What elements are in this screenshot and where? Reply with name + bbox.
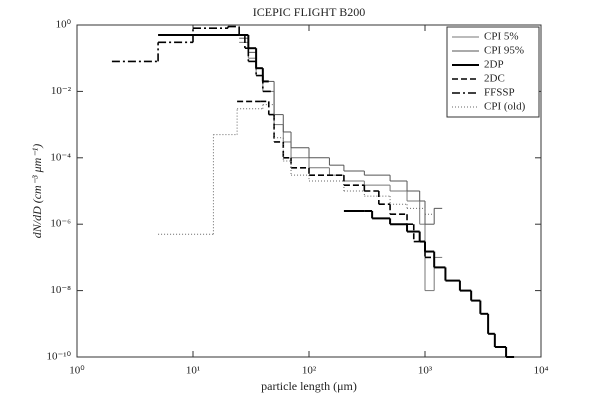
y-tick-label: 10⁰ xyxy=(56,19,72,31)
legend-label: CPI 95% xyxy=(484,45,524,57)
y-axis-label: dN/dD (cm⁻³ μm⁻¹) xyxy=(30,144,44,239)
legend-label: CPI 5% xyxy=(484,31,519,43)
legend-label: CPI (old) xyxy=(484,101,526,113)
x-tick-label: 10² xyxy=(302,365,317,377)
x-tick-label: 10³ xyxy=(418,365,433,377)
x-axis-label: particle length (μm) xyxy=(261,379,357,393)
y-tick-label: 10⁻¹⁰ xyxy=(46,351,71,363)
y-tick-label: 10⁻⁴ xyxy=(50,151,71,163)
x-tick-label: 10⁰ xyxy=(69,365,85,377)
chart-title: ICEPIC FLIGHT B200 xyxy=(253,5,365,19)
y-tick-label: 10⁻⁸ xyxy=(50,284,71,296)
y-tick-label: 10⁻⁶ xyxy=(50,218,71,230)
x-tick-label: 10¹ xyxy=(186,365,200,377)
legend-box xyxy=(446,26,540,118)
y-tick-label: 10⁻² xyxy=(51,85,72,97)
x-tick-label: 10⁴ xyxy=(534,365,549,377)
legend-label: 2DP xyxy=(484,59,504,71)
legend-label: 2DC xyxy=(484,73,505,85)
legend-label: FFSSP xyxy=(484,87,515,99)
